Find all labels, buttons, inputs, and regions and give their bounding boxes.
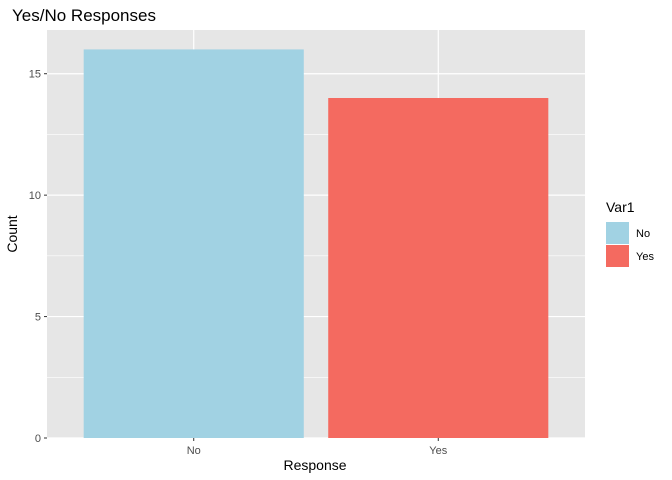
chart-title: Yes/No Responses bbox=[12, 6, 156, 25]
x-tick-label: No bbox=[187, 445, 201, 457]
legend-swatch-no bbox=[606, 222, 629, 244]
y-tick-label: 5 bbox=[35, 312, 41, 324]
legend-swatch-yes bbox=[606, 245, 629, 267]
x-tick-label: Yes bbox=[429, 445, 447, 457]
y-tick-label: 15 bbox=[29, 69, 41, 81]
bars bbox=[83, 49, 549, 439]
bar-no bbox=[83, 49, 304, 439]
legend-title: Var1 bbox=[606, 199, 635, 215]
x-axis: No Yes bbox=[187, 438, 448, 457]
y-axis-title: Count bbox=[4, 215, 20, 252]
bar-yes bbox=[328, 98, 549, 438]
x-axis-title: Response bbox=[283, 457, 346, 473]
y-axis: 0 5 10 15 bbox=[29, 69, 47, 445]
legend: Var1 No Yes bbox=[606, 199, 654, 267]
y-tick-label: 0 bbox=[35, 433, 41, 445]
legend-label-yes: Yes bbox=[636, 251, 654, 263]
y-tick-label: 10 bbox=[29, 190, 41, 202]
legend-entries: No Yes bbox=[606, 222, 654, 267]
legend-label-no: No bbox=[636, 228, 650, 240]
